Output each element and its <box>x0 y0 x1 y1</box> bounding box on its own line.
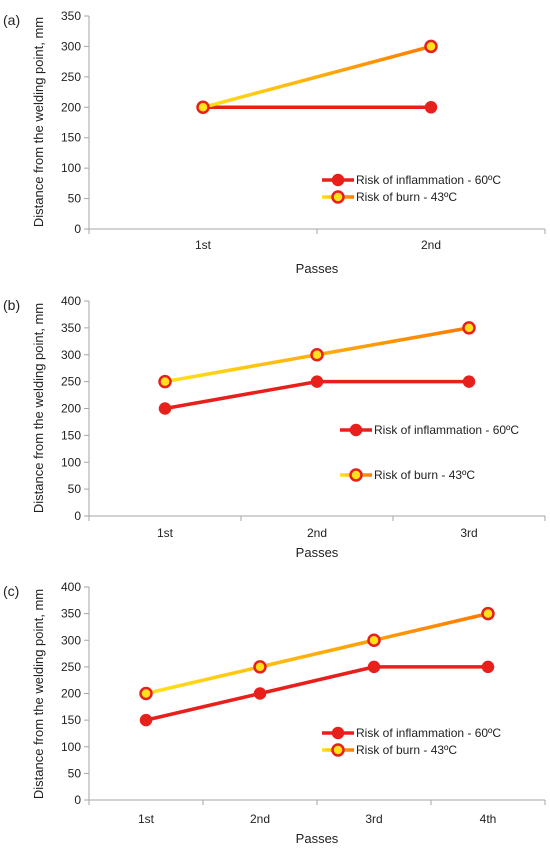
legend-marker-burn <box>331 190 345 204</box>
y-tick-label: 0 <box>74 222 81 236</box>
legend-marker-inflammation <box>331 173 345 187</box>
y-tick-label: 350 <box>61 607 81 621</box>
data-point-burn <box>158 374 172 389</box>
data-point-burn <box>481 606 495 621</box>
y-tick-label: 300 <box>61 348 81 362</box>
y-tick-label: 100 <box>61 740 81 754</box>
y-axis-title: Distance from the welding point, mm <box>31 589 46 799</box>
legend-label-burn: Risk of burn - 43ºC <box>356 743 457 757</box>
x-tick-label: 1st <box>195 238 212 252</box>
chart-panel-3: (c) 0 50 100 150 200 250 300 350 400 1st 2nd 3rd 4th P… <box>3 580 546 846</box>
x-tick-label: 3rd <box>365 812 382 826</box>
data-point-inflammation <box>367 660 381 674</box>
data-point-burn <box>139 686 153 701</box>
y-tick-label: 50 <box>68 192 82 206</box>
y-tick-label: 250 <box>61 375 81 389</box>
panel-label: (a) <box>3 12 20 28</box>
y-tick-label: 300 <box>61 633 81 647</box>
data-point-burn <box>367 633 381 647</box>
x-tick-label: 2nd <box>250 812 270 826</box>
y-tick-label: 250 <box>61 70 81 84</box>
series-line-burn <box>144 611 490 696</box>
panel-label: (c) <box>3 583 19 599</box>
y-tick-label: 350 <box>61 9 81 23</box>
y-tick-label: 300 <box>61 39 81 53</box>
legend-marker-inflammation <box>331 726 345 740</box>
y-tick-label: 250 <box>61 660 81 674</box>
chart-panel-1: (a) 0 50 100 150 200 250 300 350 1st 2nd Passes Dist… <box>3 9 546 276</box>
series-line-inflammation <box>144 665 490 722</box>
y-tick-label: 400 <box>61 294 81 308</box>
y-tick-label: 200 <box>61 402 81 416</box>
y-tick-label: 150 <box>61 713 81 727</box>
y-tick-label: 0 <box>74 793 81 807</box>
legend-marker-burn <box>349 468 363 482</box>
y-tick-label: 200 <box>61 687 81 701</box>
x-axis-title: Passes <box>296 831 339 846</box>
y-tick-label: 200 <box>61 100 81 114</box>
data-point-inflammation <box>158 402 172 415</box>
y-axis-title: Distance from the welding point, mm <box>31 303 46 513</box>
legend: Risk of inflammation - 60ºC Risk of burn … <box>322 173 501 204</box>
y-tick-label: 50 <box>68 766 82 780</box>
data-point-burn <box>310 348 324 362</box>
y-tick-label: 100 <box>61 161 81 175</box>
series-line-burn <box>201 44 433 110</box>
data-point-burn <box>424 39 438 54</box>
data-point-burn <box>253 660 267 674</box>
legend-label-burn: Risk of burn - 43ºC <box>356 190 457 204</box>
data-point-inflammation <box>424 101 438 114</box>
data-point-burn <box>462 321 476 335</box>
x-tick-label: 4th <box>480 812 497 826</box>
data-point-inflammation <box>310 375 324 388</box>
y-tick-label: 150 <box>61 428 81 442</box>
data-point-inflammation <box>462 375 476 388</box>
y-tick-label: 0 <box>74 509 81 523</box>
legend-marker-burn <box>331 743 345 757</box>
y-tick-label: 50 <box>68 482 82 496</box>
data-point-inflammation <box>139 713 153 727</box>
x-tick-label: 2nd <box>421 238 441 252</box>
legend-label-burn: Risk of burn - 43ºC <box>374 468 475 482</box>
x-axis-title: Passes <box>296 545 339 560</box>
legend-label-inflammation: Risk of inflammation - 60ºC <box>356 726 501 740</box>
x-tick-label: 3rd <box>460 526 477 540</box>
x-axis-title: Passes <box>296 261 339 276</box>
legend: Risk of inflammation - 60ºC Risk of burn … <box>322 726 501 757</box>
x-tick-label: 1st <box>157 526 174 540</box>
y-tick-label: 350 <box>61 321 81 335</box>
x-tick-label: 2nd <box>307 526 327 540</box>
chart-panel-2: (b) 0 50 100 150 200 250 300 350 400 1st 2nd 3rd Pass… <box>3 294 546 560</box>
y-tick-label: 400 <box>61 580 81 594</box>
y-tick-label: 100 <box>61 455 81 469</box>
data-point-burn <box>196 100 210 115</box>
legend-label-inflammation: Risk of inflammation - 60ºC <box>356 173 501 187</box>
legend-label-inflammation: Risk of inflammation - 60ºC <box>374 423 519 437</box>
y-axis-title: Distance from the welding point, mm <box>31 17 46 227</box>
data-point-inflammation <box>253 687 267 700</box>
x-tick-label: 1st <box>138 812 155 826</box>
data-point-inflammation <box>481 660 495 674</box>
panel-label: (b) <box>3 297 20 313</box>
legend: Risk of inflammation - 60ºC Risk of burn … <box>340 423 519 482</box>
y-tick-label: 150 <box>61 131 81 145</box>
legend-marker-inflammation <box>349 423 363 437</box>
